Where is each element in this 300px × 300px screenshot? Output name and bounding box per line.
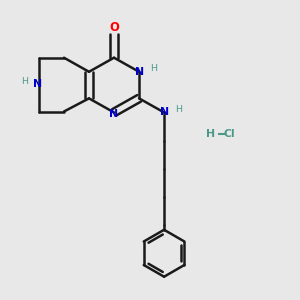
Text: N: N bbox=[110, 109, 118, 119]
Text: O: O bbox=[109, 21, 119, 34]
Text: H: H bbox=[175, 105, 182, 114]
Text: H: H bbox=[206, 129, 216, 140]
Text: N: N bbox=[33, 79, 43, 89]
Text: Cl: Cl bbox=[224, 129, 236, 140]
Text: N: N bbox=[135, 67, 145, 77]
Text: H: H bbox=[21, 77, 28, 86]
Text: N: N bbox=[160, 107, 169, 118]
Text: H: H bbox=[151, 64, 158, 73]
